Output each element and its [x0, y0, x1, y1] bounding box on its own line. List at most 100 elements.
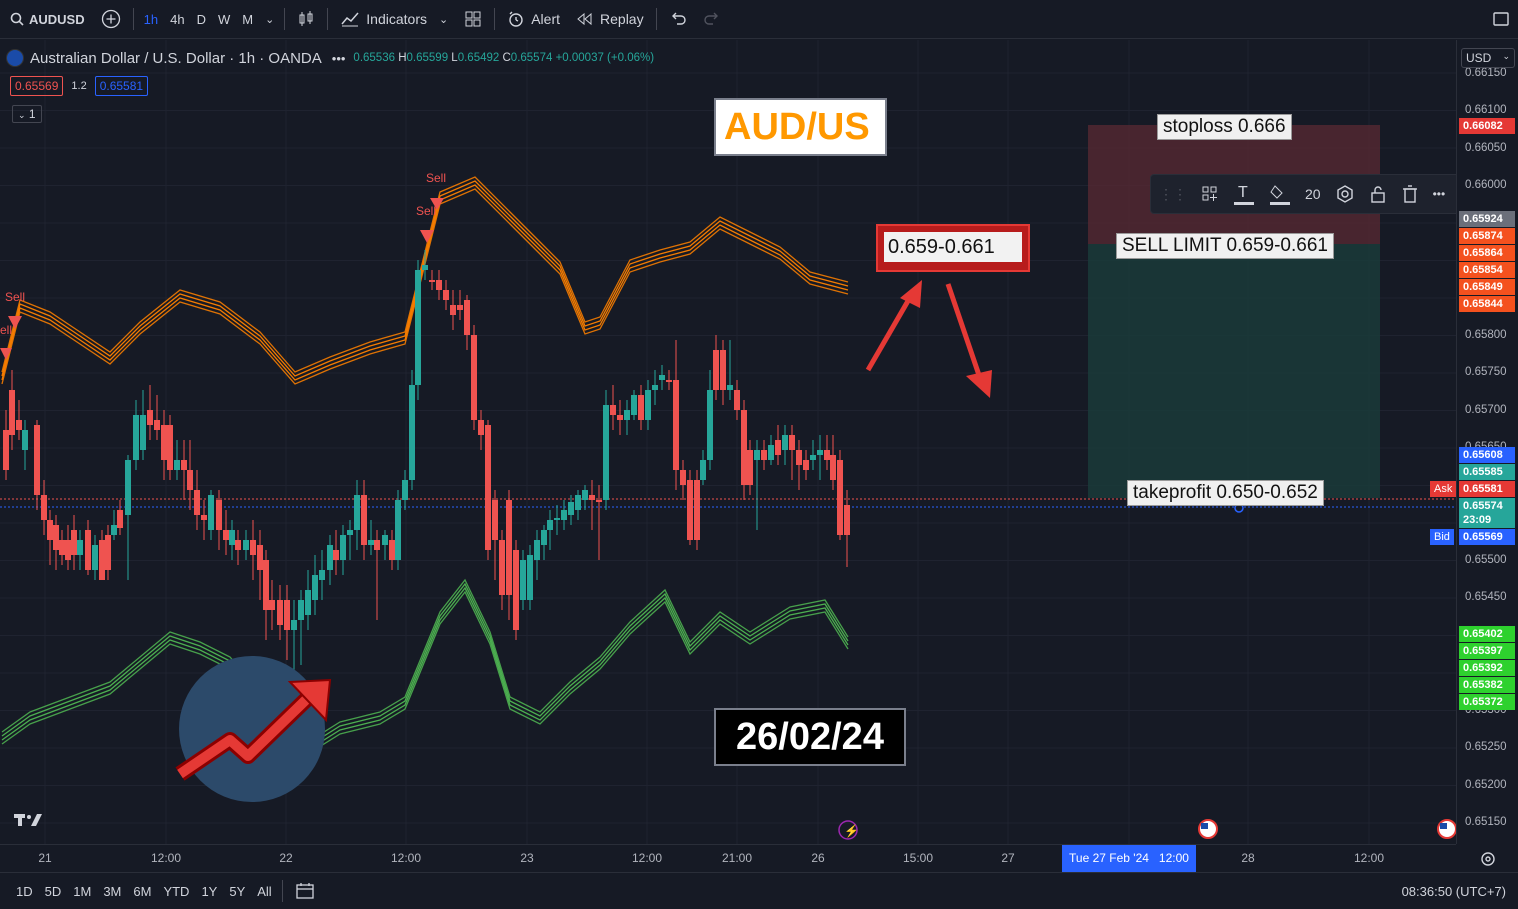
time-label: 12:00 [150, 851, 182, 865]
sell-price-button[interactable]: 0.65569 [10, 76, 64, 96]
legend-title[interactable]: Australian Dollar / U.S. Dollar · 1h · O… [30, 49, 322, 67]
divider [281, 880, 283, 902]
candle-up [133, 415, 139, 460]
entry-zone-box[interactable]: 0.659-0.661 [876, 224, 1030, 272]
low-label: L [451, 52, 458, 64]
candle-down [47, 520, 53, 540]
range-1y[interactable]: 1Y [201, 883, 218, 899]
more-icon[interactable]: ••• [1432, 187, 1446, 201]
open-value: 0.65536 [353, 52, 395, 64]
alert-button[interactable]: Alert [499, 0, 568, 39]
price-label: 0.65200 [1465, 779, 1507, 791]
timeframe-m[interactable]: M [242, 11, 254, 27]
crosshair-time-label: Tue 27 Feb '24 12:00 [1062, 845, 1196, 872]
ask-badge: Ask [1430, 481, 1457, 497]
clock[interactable]: 08:36:50 (UTC+7) [1401, 883, 1506, 899]
line-width-value[interactable]: 20 [1305, 186, 1321, 202]
lock-icon[interactable] [1369, 184, 1387, 204]
chart-pane[interactable]: Sell Sell Sell ell ⚡ [0, 40, 1478, 844]
symbol-search[interactable]: AUDUSD [0, 0, 93, 39]
fill-color-icon[interactable] [1269, 182, 1291, 206]
stoploss-label[interactable]: stoploss 0.666 [1157, 114, 1292, 140]
grid-icon [465, 11, 481, 27]
date-box[interactable]: 26/02/24 [714, 708, 906, 766]
time-axis[interactable]: 21 12:00 22 12:00 23 12:00 21:00 26 15:0… [0, 844, 1495, 872]
candle-up [354, 495, 360, 530]
settings-icon[interactable] [1335, 184, 1355, 204]
range-1d[interactable]: 1D [16, 883, 33, 899]
arrow-down-drawing[interactable] [945, 283, 992, 398]
chevron-down-icon[interactable]: ⌄ [265, 13, 275, 26]
square-icon [1493, 12, 1509, 26]
sell-limit-label[interactable]: SELL LIMIT 0.659-0.661 [1116, 233, 1334, 259]
indicators-button[interactable]: Indicators ⌄ [332, 0, 456, 39]
candle-down [596, 500, 602, 502]
takeprofit-label[interactable]: takeprofit 0.650-0.652 [1127, 480, 1324, 506]
range-5d[interactable]: 5D [44, 883, 62, 899]
currency-label: USD [1466, 51, 1492, 65]
compare-button[interactable] [93, 0, 129, 39]
fullscreen-button[interactable] [1484, 0, 1518, 39]
indicator-count: 1 [28, 107, 36, 121]
chart-type-button[interactable] [289, 0, 323, 39]
price-label: 0.65750 [1465, 366, 1507, 378]
range-all[interactable]: All [257, 883, 272, 899]
candle-down [713, 350, 719, 390]
text-color-icon[interactable]: T [1233, 182, 1255, 206]
candle-down [41, 495, 47, 520]
spread-value: 1.2 [71, 80, 87, 92]
tradingview-logo[interactable] [14, 814, 42, 826]
chevron-down-icon: ⌄ [439, 13, 449, 26]
undo-button[interactable] [661, 0, 695, 39]
time-label: 26 [811, 851, 825, 865]
range-ytd[interactable]: YTD [163, 883, 190, 899]
candle-down [464, 300, 470, 335]
date-label: 26/02/24 [736, 715, 884, 758]
timeframe-4h[interactable]: 4h [170, 11, 185, 27]
last-price-tag: 0.65574 23:09 [1459, 498, 1515, 528]
bid-badge: Bid [1430, 529, 1454, 545]
templates-icon[interactable] [1201, 185, 1219, 203]
buy-price-button[interactable]: 0.65581 [94, 76, 149, 96]
range-6m[interactable]: 6M [133, 883, 152, 899]
timeframe-1h[interactable]: 1h [143, 11, 159, 27]
range-buttons: 1D 5D 1M 3M 6M YTD 1Y 5Y All [10, 884, 278, 899]
redo-button[interactable] [695, 0, 729, 39]
candle-down [457, 305, 463, 310]
pair-title: AUD/US [724, 105, 870, 148]
takeprofit-zone[interactable] [1088, 244, 1380, 498]
candle-up [305, 590, 311, 615]
candle-up [603, 405, 609, 500]
calendar-icon[interactable] [295, 882, 315, 900]
candle-up [22, 430, 28, 450]
trash-icon[interactable] [1401, 184, 1419, 204]
drawing-toolbar: ⋮⋮ T 20 ••• [1150, 174, 1478, 214]
range-1m[interactable]: 1M [73, 883, 92, 899]
indicators-toggle[interactable]: ⌄ 1 [12, 105, 42, 123]
currency-select[interactable]: USD ⌄ [1461, 48, 1515, 68]
range-5y[interactable]: 5Y [229, 883, 246, 899]
drag-handle-icon[interactable]: ⋮⋮ [1159, 185, 1187, 202]
more-icon[interactable]: ••• [331, 50, 346, 66]
layouts-button[interactable] [456, 0, 490, 39]
candle-down [361, 495, 367, 545]
divider [132, 8, 134, 30]
replay-button[interactable]: Replay [568, 0, 652, 39]
candle-down [235, 540, 241, 550]
timeframe-w[interactable]: W [217, 11, 231, 27]
candles-icon [299, 11, 313, 26]
range-3m[interactable]: 3M [103, 883, 122, 899]
price-axis[interactable]: USD ⌄ 0.66150 0.66100 0.66050 0.66000 0.… [1430, 40, 1518, 844]
timeframe-d[interactable]: D [196, 11, 206, 27]
stoploss-price-tag: 0.66082 [1459, 118, 1515, 134]
pair-title-box[interactable]: AUD/US [714, 98, 887, 156]
sell-marker [420, 230, 434, 243]
candle-up [541, 530, 547, 545]
candle-up [768, 445, 774, 460]
arrow-up-drawing[interactable] [865, 280, 922, 372]
settings-icon[interactable] [1480, 851, 1496, 867]
time-label: 12:00 [390, 851, 422, 865]
event-lightning-icon[interactable] [838, 820, 858, 840]
undo-icon [671, 12, 686, 25]
svg-text:T: T [1238, 184, 1248, 201]
